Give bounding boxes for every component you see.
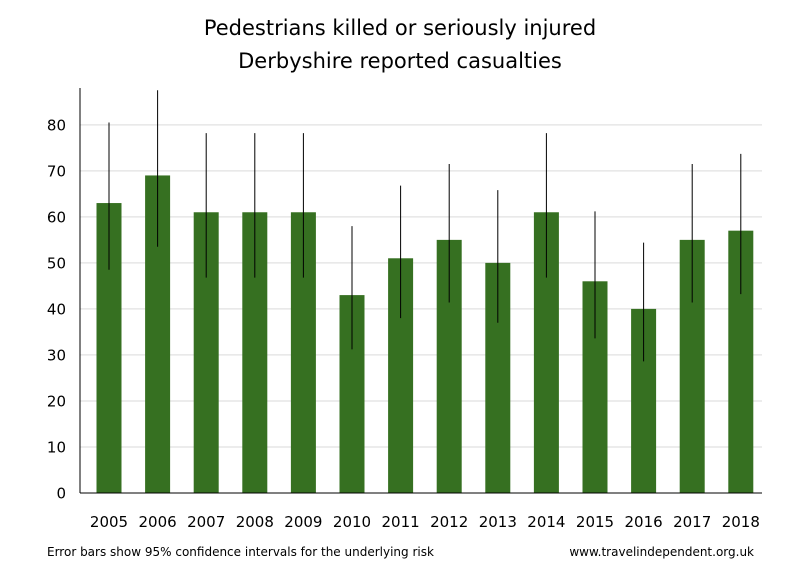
y-tick-label-20: 20 [47, 392, 66, 410]
y-tick-label-30: 30 [47, 346, 66, 364]
source-url: www.travelindependent.org.uk [569, 545, 754, 559]
x-tick-label-2010: 2010 [333, 513, 371, 531]
x-tick-label-2005: 2005 [90, 513, 128, 531]
y-tick-label-60: 60 [47, 208, 66, 226]
x-tick-label-2007: 2007 [187, 513, 225, 531]
x-tick-label-2008: 2008 [236, 513, 274, 531]
x-tick-label-2014: 2014 [527, 513, 565, 531]
y-tick-label-70: 70 [47, 162, 66, 180]
chart-title: Pedestrians killed or seriously injured [203, 16, 597, 40]
x-tick-label-2017: 2017 [673, 513, 711, 531]
y-tick-label-40: 40 [47, 300, 66, 318]
x-tick-label-2013: 2013 [479, 513, 517, 531]
x-tick-label-2015: 2015 [576, 513, 614, 531]
x-tick-label-2009: 2009 [284, 513, 322, 531]
x-tick-label-2012: 2012 [430, 513, 468, 531]
chart-subtitle: Derbyshire reported casualties [238, 49, 562, 73]
y-tick-label-0: 0 [56, 485, 66, 503]
x-tick-label-2018: 2018 [722, 513, 760, 531]
x-tick-label-2011: 2011 [382, 513, 420, 531]
y-tick-label-80: 80 [47, 116, 66, 134]
error-bar-note: Error bars show 95% confidence intervals… [47, 545, 434, 559]
x-tick-label-2006: 2006 [139, 513, 177, 531]
y-tick-label-10: 10 [47, 438, 66, 456]
y-tick-label-50: 50 [47, 254, 66, 272]
x-tick-label-2016: 2016 [625, 513, 663, 531]
